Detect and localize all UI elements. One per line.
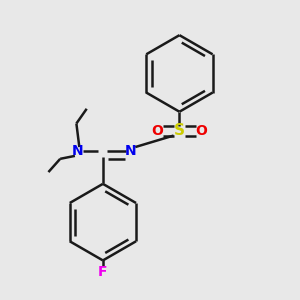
- Text: F: F: [98, 265, 108, 279]
- Text: O: O: [196, 124, 208, 138]
- Text: N: N: [72, 145, 84, 158]
- Text: N: N: [125, 145, 137, 158]
- Text: O: O: [152, 124, 163, 138]
- Text: S: S: [174, 123, 185, 138]
